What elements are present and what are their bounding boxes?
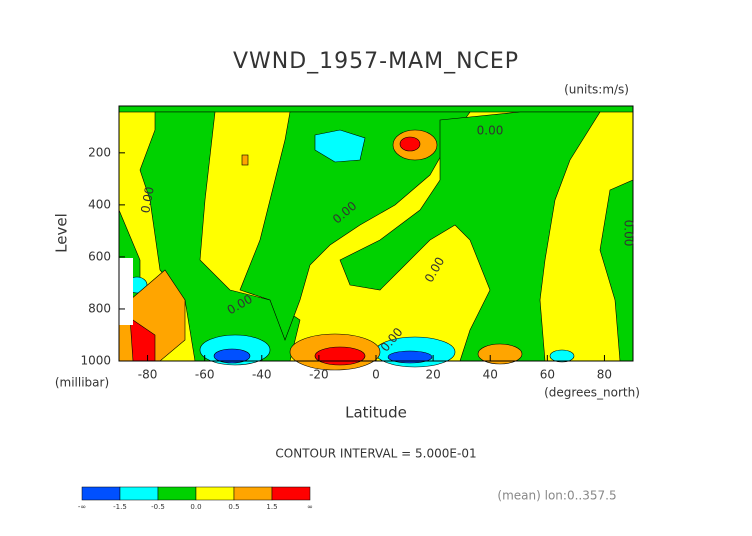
missing-data: [119, 258, 133, 325]
region: [314, 129, 366, 163]
x-tick-label: 60: [540, 368, 555, 382]
x-tick-label: -80: [138, 368, 158, 382]
region: [339, 111, 601, 362]
region: [387, 350, 433, 364]
colorbar-label: -∞: [78, 503, 86, 511]
x-tick-label: -60: [195, 368, 215, 382]
contour-interval: CONTOUR INTERVAL = 5.000E-01: [275, 447, 476, 461]
colorbar-swatch: [157, 486, 197, 501]
region: [118, 105, 634, 113]
y-tick-label: 1000: [80, 354, 111, 368]
colorbar-swatch: [81, 486, 121, 501]
colorbar-label: 1.5: [266, 503, 277, 511]
plot-area: 0.00 0.00 0.00 0.00 0.00 0.00 0.00: [118, 105, 636, 371]
units: (units:m/s): [564, 83, 629, 97]
region: [549, 349, 575, 363]
region: [399, 136, 421, 152]
x-tick-label: 40: [483, 368, 498, 382]
colorbar-swatch: [233, 486, 273, 501]
colorbar-swatch: [195, 486, 235, 501]
contour-fills: [118, 105, 634, 371]
y-axis-label: Level: [53, 213, 71, 253]
footnote: (mean) lon:0..357.5: [497, 489, 616, 503]
y-tick-label: 200: [88, 145, 111, 159]
x-tick-label: 20: [425, 368, 440, 382]
x-tick-label: -20: [309, 368, 329, 382]
region: [314, 346, 366, 366]
x-tick-label: -40: [252, 368, 272, 382]
chart-title: VWND_1957-MAM_NCEP: [233, 49, 519, 74]
x-tick-label: 0: [372, 368, 380, 382]
contour-label: 0.00: [622, 220, 636, 247]
x-axis-label: Latitude: [345, 404, 407, 422]
y-axis-units: (millibar): [55, 376, 109, 390]
region: [477, 343, 523, 365]
y-tick-label: 600: [88, 249, 111, 263]
region: [241, 154, 249, 166]
x-axis-units: (degrees_north): [544, 386, 640, 400]
contour-label: 0.00: [138, 186, 156, 215]
x-tick-label: 80: [597, 368, 612, 382]
colorbar-label: -0.5: [151, 503, 165, 511]
colorbar-label: ∞: [307, 503, 313, 511]
y-tick-label: 800: [88, 301, 111, 315]
colorbar-label: -1.5: [113, 503, 127, 511]
contour-label: 0.00: [477, 124, 504, 138]
colorbar-swatch: [119, 486, 159, 501]
colorbar-label: 0.0: [190, 503, 201, 511]
region: [213, 348, 251, 364]
colorbar-label: 0.5: [228, 503, 239, 511]
y-tick-label: 400: [88, 197, 111, 211]
colorbar-swatch: [271, 486, 311, 501]
